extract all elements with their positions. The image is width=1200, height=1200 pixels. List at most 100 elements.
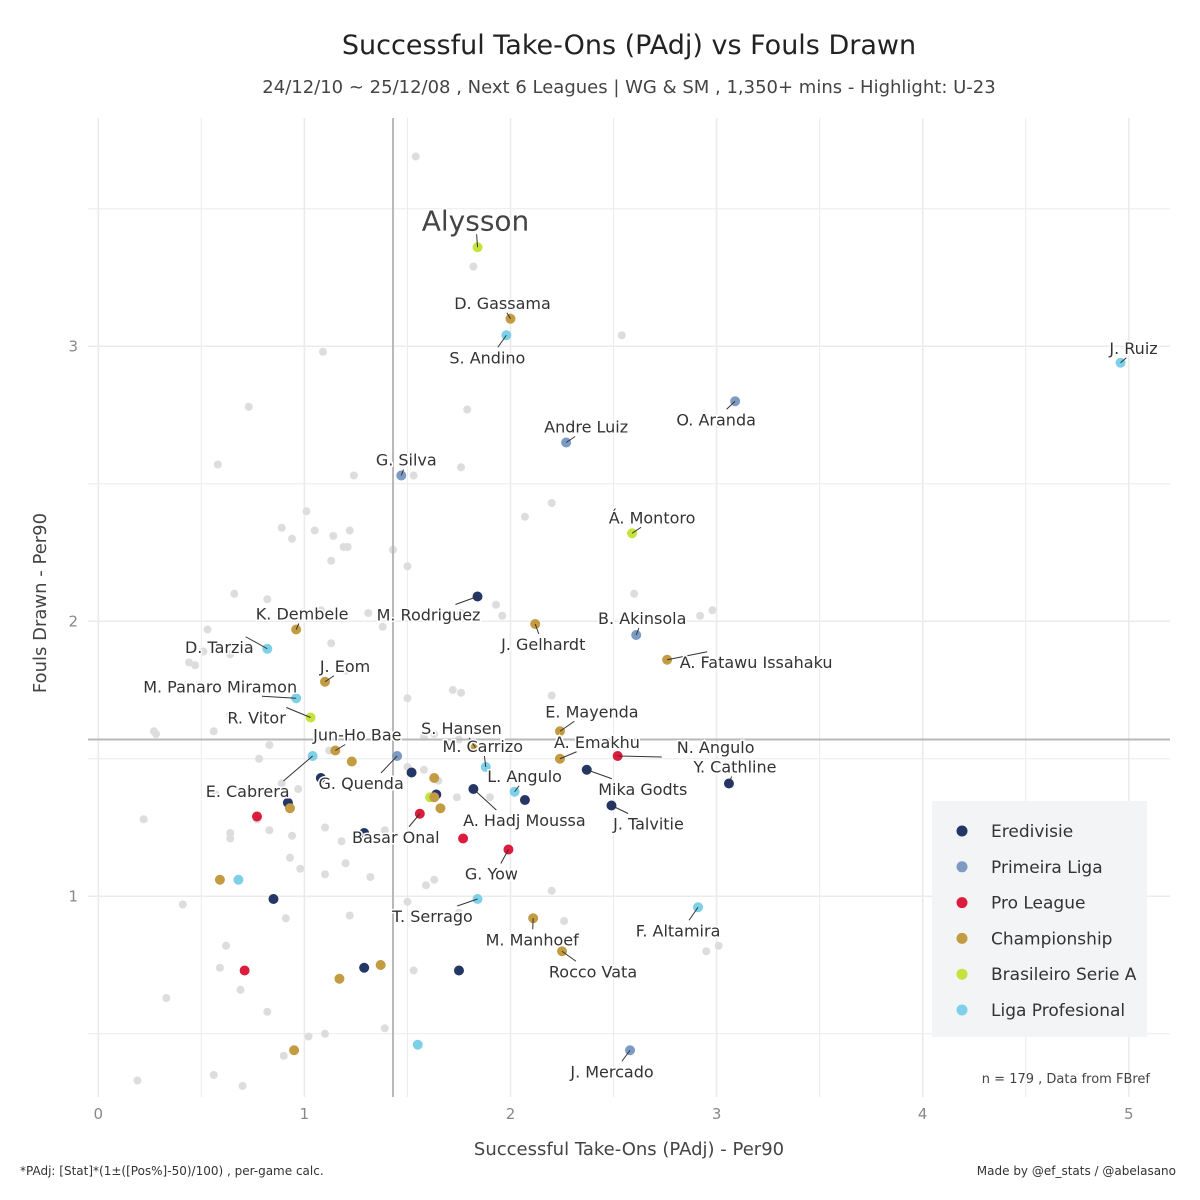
label-leader-line — [457, 898, 478, 907]
label-leader-line — [514, 785, 520, 793]
background-point — [547, 886, 556, 895]
background-point — [211, 790, 220, 799]
point-label: E. Cabrera — [206, 782, 290, 801]
background-point — [327, 556, 336, 565]
label-leader-line — [295, 623, 300, 630]
x-tick-label: 2 — [506, 1105, 516, 1123]
x-axis-label: Successful Take-Ons (PAdj) - Per90 — [474, 1139, 784, 1160]
label-leader-line — [667, 651, 708, 661]
background-point — [421, 881, 430, 890]
point-label: J. Talvitie — [612, 815, 684, 834]
background-point — [263, 595, 272, 604]
label-leader-line — [559, 720, 575, 732]
background-point — [265, 826, 274, 835]
point-label: A. Emakhu — [554, 733, 640, 752]
background-point — [244, 402, 253, 411]
legend-label: Brasileiro Serie A — [991, 965, 1137, 985]
label-leader-line — [400, 469, 404, 476]
label-leader-line — [455, 596, 478, 605]
background-point — [288, 831, 297, 840]
background-point — [294, 785, 303, 793]
league-point — [251, 811, 262, 822]
point-label: Y. Cathline — [692, 758, 776, 777]
background-point — [452, 793, 461, 802]
point-label: G. Silva — [376, 451, 437, 470]
label-leader-line — [468, 737, 476, 749]
chart-subtitle: 24/12/10 ~ 25/12/08 , Next 6 Leagues | W… — [262, 77, 995, 98]
background-point — [255, 754, 264, 763]
label-leader-line — [631, 526, 642, 534]
background-point — [321, 823, 330, 832]
background-point — [288, 534, 297, 543]
background-point — [714, 941, 723, 950]
point-label: Basar Onal — [352, 828, 440, 847]
background-point — [222, 941, 231, 950]
point-label: Alysson — [422, 204, 530, 237]
label-leader-line — [476, 234, 479, 248]
label-leader-line — [497, 334, 507, 348]
background-point — [277, 779, 286, 788]
point-label: M. Panaro Miramon — [143, 677, 297, 696]
x-tick-label: 0 — [94, 1105, 104, 1123]
background-point — [430, 730, 439, 738]
sample-annotation: n = 179 , Data from FBref — [982, 1072, 1151, 1087]
point-label: G. Yow — [465, 865, 518, 884]
point-label: S. Andino — [449, 348, 525, 367]
point-label: O. Aranda — [676, 410, 756, 429]
point-label: M. Carrizo — [443, 737, 523, 756]
label-leader-line — [635, 627, 640, 636]
y-tick-label: 1 — [68, 887, 78, 905]
point-label: Á. Montoro — [609, 508, 696, 527]
background-point — [430, 875, 439, 884]
league-point — [268, 894, 279, 904]
point-label: K. Dembele — [256, 605, 349, 624]
background-point — [226, 829, 235, 837]
background-point — [304, 1032, 313, 1041]
background-point — [265, 741, 274, 749]
background-point — [152, 730, 161, 738]
label-leader-line — [506, 312, 511, 320]
background-point — [327, 639, 336, 648]
point-label: Rocco Vata — [549, 962, 637, 981]
point-label: J. Ruiz — [1108, 339, 1157, 358]
label-leader-line — [621, 1049, 631, 1062]
background-point — [215, 963, 224, 972]
background-point — [454, 908, 463, 917]
background-point — [318, 347, 327, 356]
point-label: A. Fatawu Issahaku — [680, 653, 833, 672]
league-point — [359, 962, 370, 973]
chart-title: Successful Take-Ons (PAdj) vs Fouls Draw… — [342, 30, 916, 61]
axis-ticks: 0 1 2 3 4 5 1 2 3 — [68, 337, 1133, 1123]
label-leader-line — [617, 755, 662, 758]
point-label: Mika Godts — [598, 780, 687, 799]
background-point — [630, 589, 639, 598]
league-point — [435, 803, 446, 814]
legend-swatch — [956, 1004, 968, 1016]
background-point — [277, 523, 286, 532]
background-point — [263, 1007, 272, 1016]
background-point — [696, 611, 705, 620]
label-leader-line — [728, 776, 733, 784]
label-leader-line — [380, 755, 398, 774]
background-point — [316, 606, 325, 615]
background-point — [226, 834, 235, 843]
background-point — [337, 837, 346, 846]
point-label: M. Rodriguez — [377, 606, 481, 625]
league-point — [315, 773, 326, 783]
background-point — [403, 897, 412, 906]
highlight-point — [503, 844, 514, 855]
background-point — [378, 622, 387, 631]
background-point — [498, 611, 507, 620]
background-point — [279, 1051, 288, 1060]
background-point — [285, 853, 294, 862]
background-point — [236, 985, 245, 994]
background-point — [329, 532, 338, 540]
point-label: T. Serrago — [391, 907, 473, 926]
background-point — [457, 609, 466, 617]
background-point — [547, 499, 556, 507]
league-point — [412, 1039, 423, 1050]
background-point — [178, 900, 187, 909]
point-labels: Alysson D. Gassama S. Andino J. Ruiz O. Aran… — [142, 203, 1159, 1083]
legend-label: Liga Profesional — [991, 1001, 1125, 1021]
